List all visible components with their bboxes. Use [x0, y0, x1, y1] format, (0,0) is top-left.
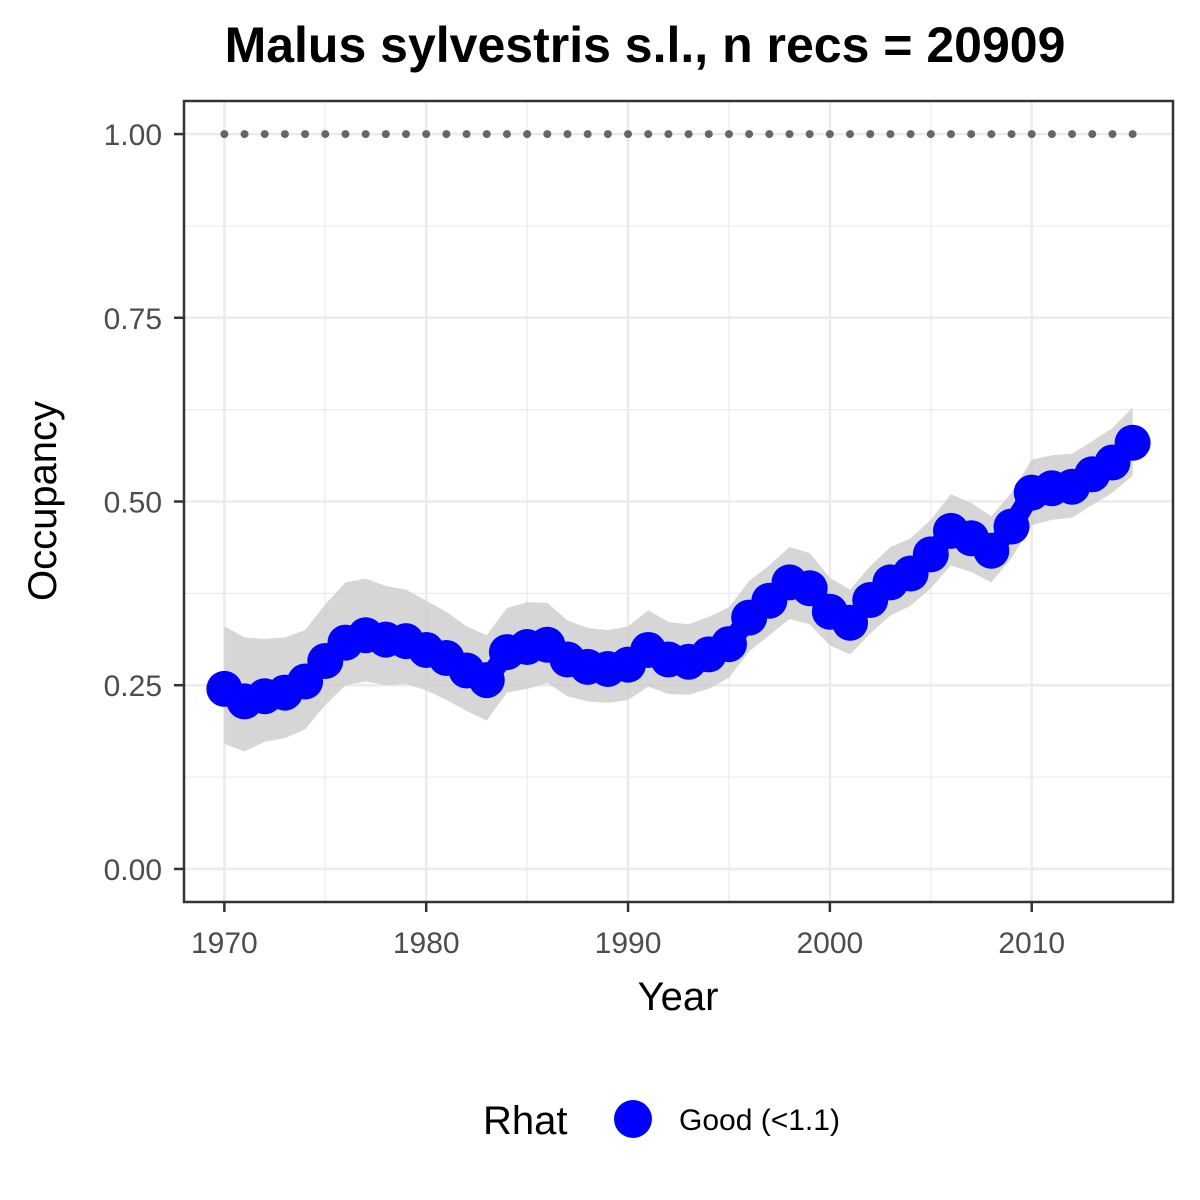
- reference-dot: [442, 130, 451, 139]
- reference-dot: [946, 130, 955, 139]
- reference-dot: [785, 130, 794, 139]
- reference-dot: [1128, 130, 1137, 139]
- reference-dot: [684, 130, 693, 139]
- reference-dot: [765, 130, 774, 139]
- reference-dot: [482, 130, 491, 139]
- reference-dot: [1108, 130, 1117, 139]
- x-axis-title: Year: [638, 975, 719, 1019]
- legend-label-good: Good (<1.1): [679, 1104, 840, 1137]
- reference-dot: [563, 130, 572, 139]
- reference-dot: [523, 130, 532, 139]
- reference-dot: [805, 130, 814, 139]
- occupancy-points: [206, 424, 1151, 720]
- reference-dot: [886, 130, 895, 139]
- occupancy-point: [912, 536, 949, 573]
- reference-dot: [1007, 130, 1016, 139]
- reference-dot: [462, 130, 471, 139]
- reference-dot: [341, 130, 350, 139]
- y-tick-label: 1.00: [104, 119, 162, 152]
- reference-dot: [402, 130, 411, 139]
- reference-dot: [422, 130, 431, 139]
- reference-dot: [987, 130, 996, 139]
- y-tick-label: 0.75: [104, 303, 162, 336]
- reference-dot: [1068, 130, 1077, 139]
- chart-title: Malus sylvestris s.l., n recs = 20909: [225, 17, 1066, 73]
- legend-title: Rhat: [483, 1099, 568, 1143]
- reference-dot: [220, 130, 229, 139]
- x-axis: 1970 1980 1990 2000 2010: [191, 902, 1065, 960]
- reference-dot: [1088, 130, 1097, 139]
- reference-dot: [704, 130, 713, 139]
- reference-dot: [543, 130, 552, 139]
- x-tick-label: 1970: [191, 927, 258, 960]
- reference-dot: [280, 130, 289, 139]
- reference-dot: [583, 130, 592, 139]
- reference-dots: [220, 130, 1137, 139]
- occupancy-point: [468, 662, 505, 699]
- reference-dot: [260, 130, 269, 139]
- reference-dot: [240, 130, 249, 139]
- y-tick-label: 0.50: [104, 487, 162, 520]
- occupancy-point: [973, 532, 1010, 569]
- reference-dot: [603, 130, 612, 139]
- x-tick-label: 1980: [393, 927, 460, 960]
- reference-dot: [967, 130, 976, 139]
- legend-key-good: [614, 1100, 652, 1138]
- reference-dot: [866, 130, 875, 139]
- occupancy-point: [1114, 424, 1151, 461]
- occupancy-point: [710, 626, 747, 663]
- legend: Rhat Good (<1.1): [483, 1099, 840, 1143]
- y-axis-title: Occupancy: [21, 401, 65, 601]
- reference-dot: [926, 130, 935, 139]
- plot-panel: [182, 99, 1175, 904]
- reference-dot: [381, 130, 390, 139]
- reference-dot: [361, 130, 370, 139]
- reference-dot: [825, 130, 834, 139]
- occupancy-point: [791, 570, 828, 607]
- x-tick-label: 1990: [595, 927, 662, 960]
- reference-dot: [906, 130, 915, 139]
- reference-dot: [724, 130, 733, 139]
- y-axis: 0.00 0.25 0.50 0.75 1.00: [104, 119, 184, 887]
- reference-dot: [624, 130, 633, 139]
- reference-dot: [502, 130, 511, 139]
- y-tick-label: 0.00: [104, 854, 162, 887]
- reference-dot: [321, 130, 330, 139]
- occupancy-point: [993, 508, 1030, 545]
- reference-dot: [745, 130, 754, 139]
- reference-dot: [1047, 130, 1056, 139]
- x-tick-label: 2000: [797, 927, 864, 960]
- reference-dot: [664, 130, 673, 139]
- reference-dot: [301, 130, 310, 139]
- reference-dot: [1027, 130, 1036, 139]
- x-tick-label: 2010: [998, 927, 1065, 960]
- reference-dot: [846, 130, 855, 139]
- reference-dot: [644, 130, 653, 139]
- y-tick-label: 0.25: [104, 670, 162, 703]
